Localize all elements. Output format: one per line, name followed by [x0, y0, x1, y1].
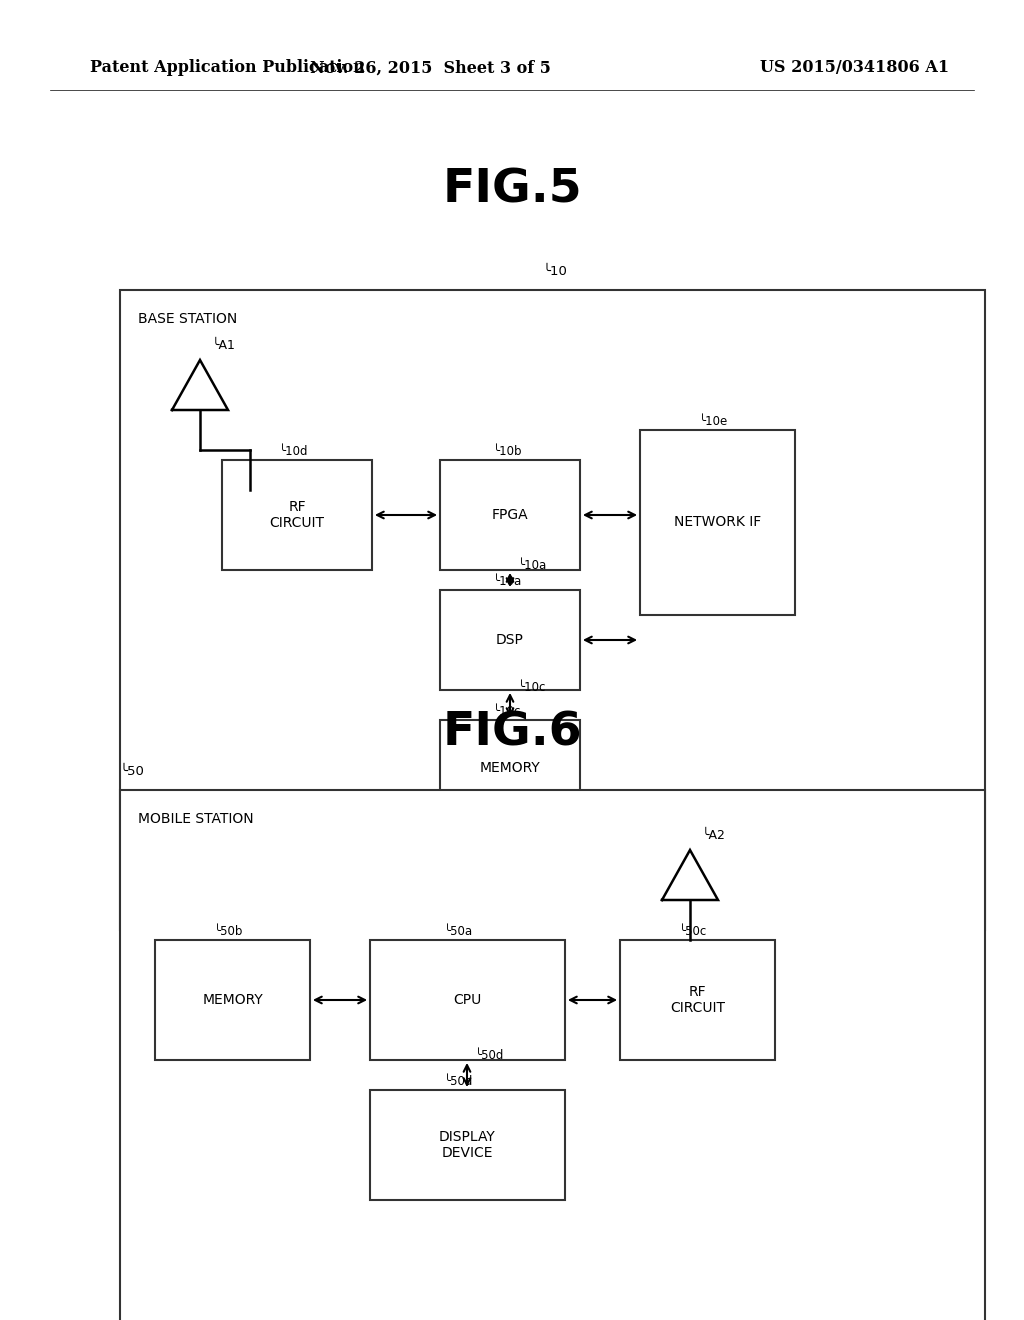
Text: ╰50a: ╰50a	[444, 925, 473, 939]
Bar	[222, 459, 372, 570]
Text: ╰50b: ╰50b	[214, 925, 244, 939]
Text: ╰10e: ╰10e	[699, 414, 728, 428]
Text: ╰10: ╰10	[543, 265, 568, 279]
Text: MEMORY: MEMORY	[479, 760, 541, 775]
Bar	[440, 590, 580, 690]
Bar	[370, 1090, 565, 1200]
Text: ╰A2: ╰A2	[702, 829, 726, 842]
Bar	[620, 940, 775, 1060]
Bar	[370, 940, 565, 1060]
Text: ╰10a: ╰10a	[518, 558, 547, 572]
Bar	[155, 940, 310, 1060]
Text: ╰50c: ╰50c	[679, 925, 708, 939]
Bar	[120, 789, 985, 1320]
Text: RF
CIRCUIT: RF CIRCUIT	[670, 985, 725, 1015]
Text: CPU: CPU	[454, 993, 481, 1007]
Text: FIG.5: FIG.5	[442, 168, 582, 213]
Text: FIG.6: FIG.6	[442, 710, 582, 755]
Text: ╰10a: ╰10a	[494, 576, 522, 587]
Text: ╰10c: ╰10c	[494, 705, 521, 718]
Text: ╰50: ╰50	[120, 766, 144, 777]
Text: FPGA: FPGA	[492, 508, 528, 521]
Text: NETWORK IF: NETWORK IF	[674, 516, 761, 529]
Text: ╰10d: ╰10d	[279, 445, 308, 458]
Text: DSP: DSP	[496, 634, 524, 647]
Text: ╰50d: ╰50d	[475, 1049, 505, 1063]
Text: ╰A1: ╰A1	[212, 339, 236, 352]
Bar	[120, 290, 985, 931]
Text: ╰50d: ╰50d	[444, 1074, 473, 1088]
Text: DISPLAY
DEVICE: DISPLAY DEVICE	[439, 1130, 496, 1160]
Text: ╰10c: ╰10c	[518, 681, 547, 694]
Bar	[440, 459, 580, 570]
Bar	[640, 430, 795, 615]
Text: Patent Application Publication: Patent Application Publication	[90, 59, 365, 77]
Bar	[440, 719, 580, 814]
Text: US 2015/0341806 A1: US 2015/0341806 A1	[760, 59, 949, 77]
Text: ╰10b: ╰10b	[494, 445, 522, 458]
Text: Nov. 26, 2015  Sheet 3 of 5: Nov. 26, 2015 Sheet 3 of 5	[309, 59, 551, 77]
Text: MEMORY: MEMORY	[202, 993, 263, 1007]
Text: BASE STATION: BASE STATION	[138, 312, 238, 326]
Text: MOBILE STATION: MOBILE STATION	[138, 812, 254, 826]
Text: RF
CIRCUIT: RF CIRCUIT	[269, 500, 325, 531]
